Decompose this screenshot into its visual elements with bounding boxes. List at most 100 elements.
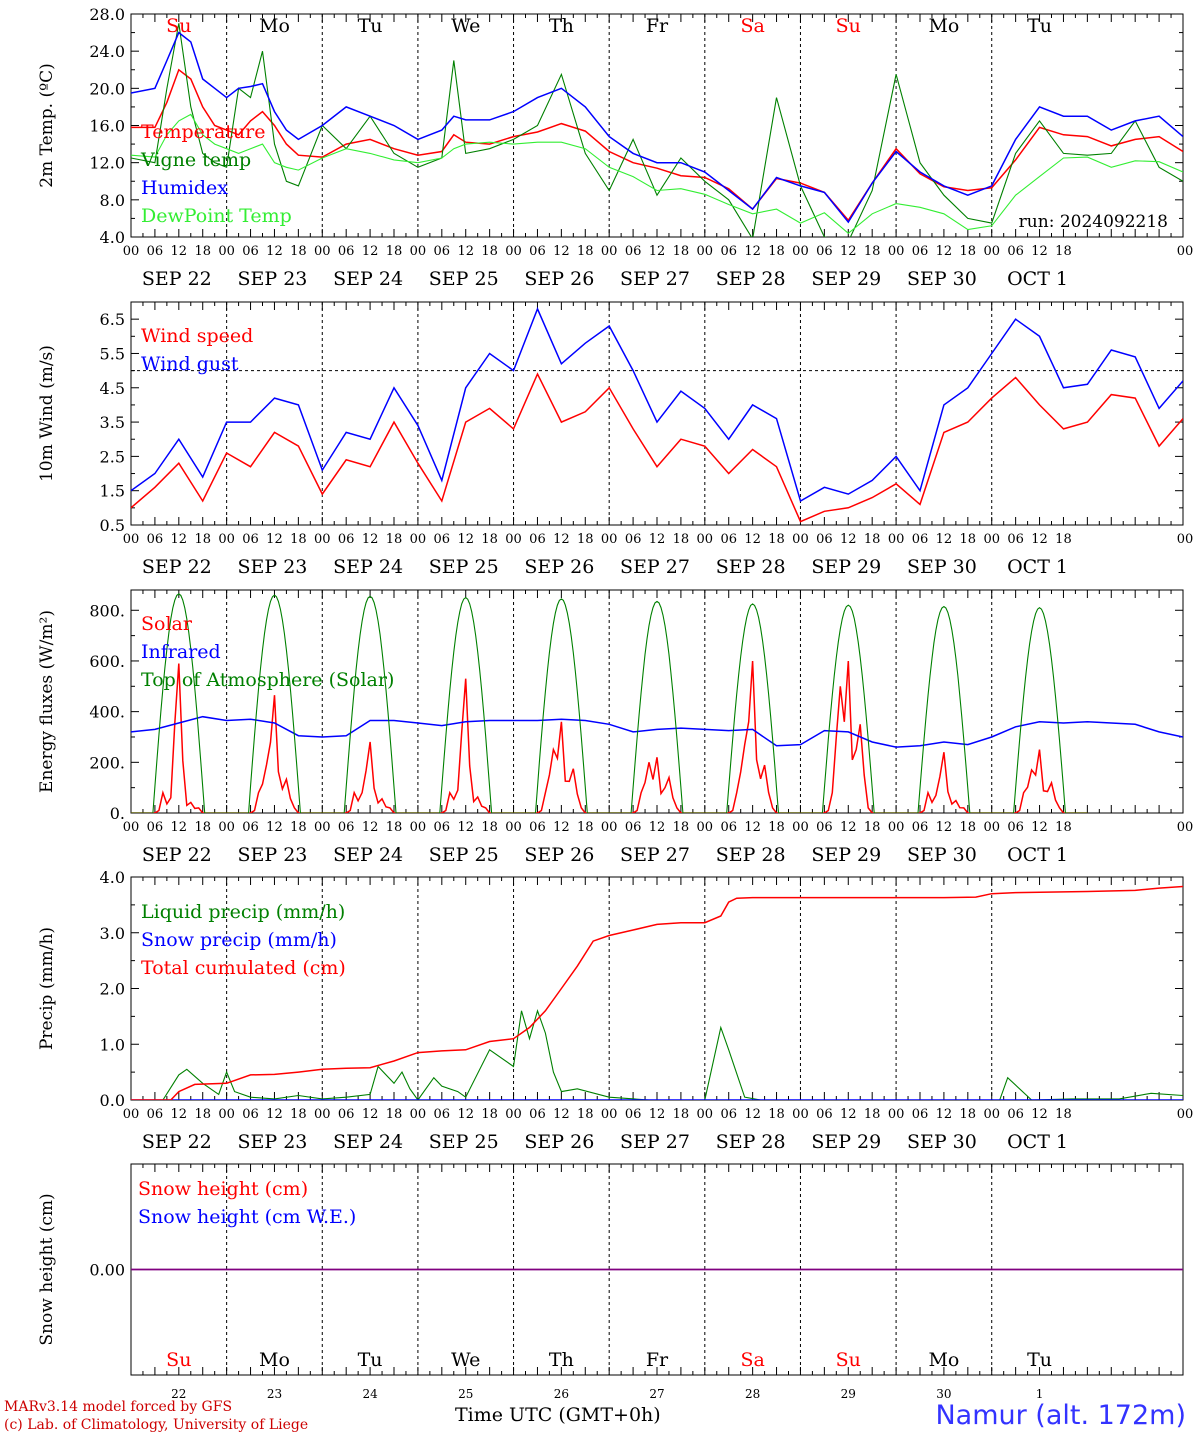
weekday-label: Sa: [740, 1349, 764, 1371]
weekday-label: We: [451, 15, 480, 37]
date-label: SEP 28: [716, 844, 786, 866]
y-tick-label: 4.5: [100, 379, 125, 398]
y-tick-label: 400.: [89, 703, 125, 722]
hour-tick-label: 18: [673, 532, 690, 547]
series-line: [131, 660, 1088, 813]
day-number-label: 1: [1036, 1387, 1044, 1401]
hour-tick-label: 18: [290, 820, 307, 835]
hour-tick-label: 06: [816, 244, 833, 259]
hour-tick-label: 06: [1007, 244, 1024, 259]
hour-tick-label: 06: [529, 820, 546, 835]
hour-tick-label: 00: [697, 820, 714, 835]
weekday-label: Th: [549, 15, 574, 37]
hour-tick-label: 18: [577, 820, 594, 835]
hour-tick-label: 06: [625, 1107, 642, 1122]
date-label: SEP 26: [524, 844, 594, 866]
legend-entry: Temperature: [141, 121, 265, 143]
hour-tick-label: 00: [601, 1107, 618, 1122]
weekday-label: Fr: [646, 15, 669, 37]
hour-tick-label: 00: [123, 532, 140, 547]
hour-tick-label: 00: [1177, 1107, 1194, 1122]
hour-tick-label: 18: [577, 244, 594, 259]
hour-tick-label: 00: [601, 244, 618, 259]
y-tick-label: 1.5: [100, 482, 125, 501]
day-number-label: 25: [458, 1387, 473, 1401]
hour-tick-label: 12: [649, 1107, 666, 1122]
y-tick-label: 6.5: [100, 310, 125, 329]
hour-tick-label: 18: [864, 1107, 881, 1122]
hour-tick-label: 06: [338, 820, 355, 835]
hour-tick-label: 18: [768, 532, 785, 547]
hour-tick-label: 18: [386, 820, 403, 835]
hour-tick-label: 00: [983, 1107, 1000, 1122]
panel-1: 4.0 8.0 12.0 16.0 20.0 24.0 28.0 2m Temp. (ºC) T…: [37, 5, 1193, 290]
hour-tick-label: 06: [434, 1107, 451, 1122]
hour-tick-label: 00: [888, 244, 905, 259]
hour-tick-label: 18: [768, 1107, 785, 1122]
y-tick-label: 0.00: [89, 1261, 125, 1280]
hour-tick-label: 12: [744, 820, 761, 835]
hour-tick-label: 18: [960, 1107, 977, 1122]
hour-tick-label: 18: [673, 244, 690, 259]
weekday-label: Tu: [1027, 15, 1052, 37]
date-label: SEP 25: [429, 1131, 499, 1153]
legend-entry: Wind gust: [141, 353, 239, 375]
hour-tick-label: 06: [242, 244, 259, 259]
hour-tick-label: 12: [362, 244, 379, 259]
plot-frame: [130, 589, 1184, 814]
date-label: SEP 29: [811, 268, 881, 290]
y-tick-label: 4.0: [100, 228, 125, 247]
hour-tick-label: 18: [768, 820, 785, 835]
hour-tick-label: 18: [960, 532, 977, 547]
hour-tick-label: 18: [864, 820, 881, 835]
hour-tick-label: 12: [171, 532, 188, 547]
weekday-label: Su: [836, 15, 861, 37]
date-label: SEP 29: [811, 844, 881, 866]
hour-tick-label: 12: [553, 244, 570, 259]
hour-tick-label: 00: [1177, 820, 1194, 835]
hour-tick-label: 18: [386, 532, 403, 547]
hour-tick-label: 12: [457, 1107, 474, 1122]
model-credit: MARv3.14 model forced by GFS (c) Lab. of…: [4, 1398, 308, 1434]
y-tick-label: 3.5: [100, 413, 125, 432]
hour-tick-label: 06: [625, 820, 642, 835]
date-label: SEP 30: [907, 268, 977, 290]
hour-tick-label: 12: [936, 532, 953, 547]
hour-tick-label: 12: [744, 1107, 761, 1122]
hour-tick-label: 12: [171, 1107, 188, 1122]
series-line: [131, 31, 1183, 224]
hour-tick-label: 12: [1031, 820, 1048, 835]
series-line: [131, 68, 1183, 222]
day-number-label: 30: [936, 1387, 951, 1401]
hour-tick-label: 06: [1007, 532, 1024, 547]
hour-tick-label: 00: [123, 244, 140, 259]
date-label: SEP 25: [429, 556, 499, 578]
date-label: OCT 1: [1007, 1131, 1068, 1153]
weekday-label: Tu: [1027, 1349, 1052, 1371]
y-tick-label: 24.0: [89, 42, 125, 61]
series-line: [131, 372, 1183, 523]
hour-tick-label: 18: [1055, 1107, 1072, 1122]
hour-tick-label: 00: [601, 820, 618, 835]
panel-2: 0.5 1.5 2.5 3.5 4.5 5.5 6.5 10m Wind (m/s) Wind …: [37, 301, 1193, 578]
hour-tick-label: 00: [410, 532, 427, 547]
hour-tick-label: 18: [864, 532, 881, 547]
hour-tick-label: 00: [505, 1107, 522, 1122]
hour-tick-label: 00: [314, 820, 331, 835]
y-tick-label: 0.5: [100, 516, 125, 535]
hour-tick-label: 12: [362, 1107, 379, 1122]
legend-entry: Humidex: [141, 177, 228, 199]
hour-tick-label: 06: [147, 820, 164, 835]
weekday-label: Su: [166, 15, 191, 37]
date-label: SEP 23: [238, 1131, 308, 1153]
legend-entry: Top of Atmosphere (Solar): [141, 669, 394, 691]
date-label: SEP 22: [142, 1131, 212, 1153]
weekday-label: Mo: [259, 15, 290, 37]
y-tick-label: 1.0: [100, 1035, 125, 1054]
hour-tick-label: 00: [410, 1107, 427, 1122]
y-tick-label: 2.5: [100, 447, 125, 466]
y-tick-label: 28.0: [89, 5, 125, 24]
hour-tick-label: 00: [983, 244, 1000, 259]
hour-tick-label: 06: [529, 244, 546, 259]
hour-tick-label: 18: [290, 1107, 307, 1122]
